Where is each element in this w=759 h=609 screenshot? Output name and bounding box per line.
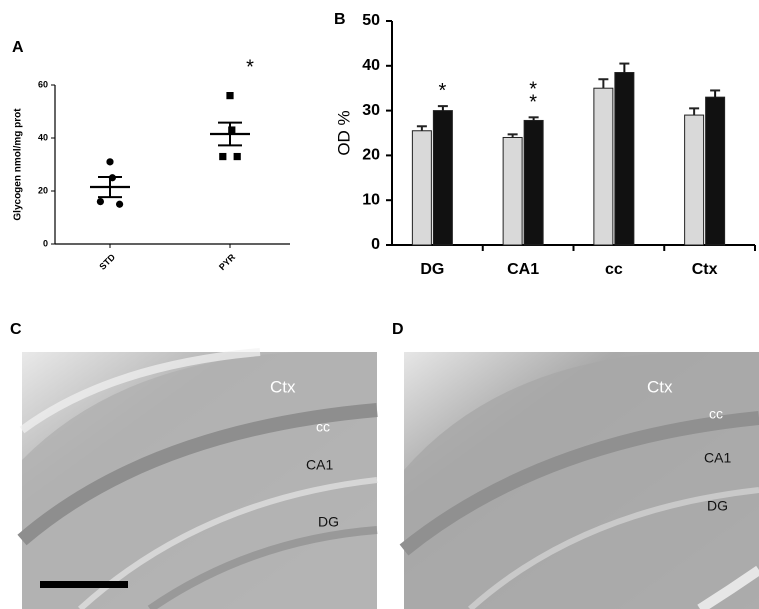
y-tick-label: 10 <box>362 191 380 208</box>
y-tick-label: 40 <box>38 132 48 142</box>
annotation: * <box>246 56 254 78</box>
region-label: Ctx <box>270 377 296 396</box>
region-label: CA1 <box>306 457 333 473</box>
region-label: DG <box>707 498 728 514</box>
x-tick-label: PYR <box>217 252 238 273</box>
y-tick-label: 0 <box>371 236 380 253</box>
y-tick-label: 30 <box>362 102 380 119</box>
x-tick-label: DG <box>420 261 444 278</box>
bar <box>502 136 523 246</box>
point <box>219 152 227 161</box>
x-tick-label: cc <box>605 261 623 278</box>
x-tick-label: STD <box>97 252 117 272</box>
x-tick-label: Ctx <box>692 261 718 278</box>
region-label: Ctx <box>647 377 673 396</box>
bar <box>684 114 705 246</box>
bar <box>523 119 544 246</box>
y-tick-label: 60 <box>38 79 48 89</box>
point <box>96 198 104 206</box>
micrograph-d <box>399 352 759 609</box>
y-tick-label: 50 <box>362 12 380 29</box>
region-label: cc <box>709 406 723 422</box>
annotation: * * <box>529 79 537 114</box>
bar <box>705 96 726 246</box>
y-tick-label: 20 <box>362 147 380 164</box>
y-tick-label: 0 <box>43 238 48 248</box>
region-label: CA1 <box>704 450 731 466</box>
point <box>226 92 234 100</box>
bar <box>593 87 614 246</box>
panel-label: A <box>12 39 24 56</box>
panel-label: B <box>334 11 346 28</box>
point <box>233 152 241 161</box>
panel-label: D <box>392 321 404 338</box>
annotation: * <box>438 80 446 102</box>
y-axis-label: Glycogen nmol/mg prot <box>13 108 24 221</box>
y-axis-label: OD % <box>334 110 353 155</box>
x-tick-label: CA1 <box>507 261 539 278</box>
panel-label: C <box>10 321 22 338</box>
micrograph-c <box>17 348 378 609</box>
point <box>116 200 124 208</box>
y-tick-label: 40 <box>362 57 380 74</box>
y-tick-label: 20 <box>38 185 48 195</box>
region-label: cc <box>316 419 330 435</box>
region-label: DG <box>318 514 339 530</box>
bar <box>411 130 432 246</box>
point <box>228 126 236 134</box>
bar <box>432 110 453 246</box>
point <box>106 158 114 166</box>
bar <box>614 72 635 246</box>
